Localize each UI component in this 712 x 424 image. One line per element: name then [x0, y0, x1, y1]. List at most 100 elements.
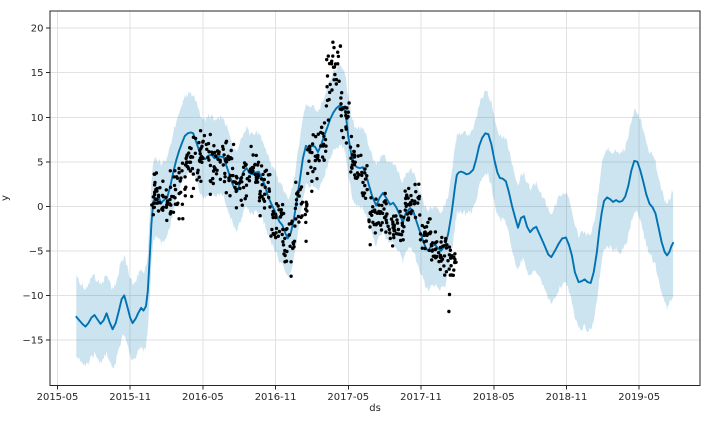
data-point — [362, 191, 367, 195]
data-point — [260, 194, 264, 199]
x-tick-label: 2017-05 — [327, 392, 369, 403]
data-point — [258, 192, 262, 196]
data-point — [430, 258, 434, 262]
data-point — [368, 243, 372, 247]
data-point — [349, 156, 353, 160]
data-point — [422, 232, 427, 236]
data-point — [308, 147, 312, 152]
data-point — [223, 175, 227, 179]
data-point — [208, 163, 213, 168]
data-point — [161, 205, 166, 209]
data-point — [392, 235, 396, 240]
data-point — [188, 169, 193, 173]
data-point — [333, 72, 337, 77]
data-point — [168, 211, 173, 215]
data-point — [251, 153, 255, 157]
data-point — [199, 146, 203, 150]
data-point — [405, 212, 410, 216]
data-point — [277, 229, 282, 234]
data-point — [416, 201, 420, 205]
data-point — [241, 185, 246, 190]
data-point — [350, 153, 355, 157]
data-point — [322, 121, 327, 125]
data-point — [353, 173, 357, 177]
data-point — [234, 174, 238, 179]
data-point — [337, 79, 341, 83]
data-point — [430, 241, 435, 245]
data-point — [180, 169, 184, 173]
data-point — [315, 153, 320, 158]
data-point — [347, 101, 351, 105]
data-point — [327, 61, 332, 66]
data-point — [322, 158, 326, 162]
data-point — [324, 144, 328, 148]
data-point — [165, 218, 169, 223]
data-point — [228, 194, 232, 198]
data-point — [447, 253, 452, 257]
data-point — [355, 171, 360, 175]
data-point — [175, 176, 180, 180]
data-point — [294, 198, 299, 202]
data-point — [253, 162, 257, 167]
data-point — [420, 246, 424, 250]
data-point — [173, 196, 177, 200]
data-point — [238, 186, 242, 191]
data-point — [256, 172, 260, 177]
data-point — [211, 176, 215, 181]
data-point — [449, 273, 454, 277]
data-point — [263, 192, 267, 196]
data-point — [332, 65, 337, 69]
data-point — [292, 245, 296, 249]
data-point — [323, 137, 328, 142]
data-point — [399, 214, 403, 218]
data-point — [191, 172, 195, 176]
data-point — [420, 223, 424, 228]
data-point — [407, 186, 411, 191]
data-point — [433, 247, 437, 252]
data-point — [336, 54, 341, 59]
data-point — [156, 200, 161, 205]
data-point — [422, 240, 426, 244]
data-point — [173, 187, 178, 192]
data-point — [244, 183, 249, 187]
data-point — [310, 179, 314, 183]
data-point — [201, 156, 205, 161]
data-point — [250, 165, 255, 170]
data-point — [433, 230, 438, 234]
data-point — [384, 230, 388, 234]
data-point — [369, 196, 373, 200]
data-point — [249, 170, 254, 175]
data-point — [256, 160, 261, 164]
data-point — [367, 218, 371, 222]
data-point — [423, 225, 427, 229]
data-point — [389, 217, 394, 221]
data-point — [401, 229, 405, 234]
data-point — [371, 205, 375, 209]
data-point — [427, 217, 432, 221]
data-point — [400, 221, 404, 225]
data-point — [380, 221, 384, 225]
data-point — [156, 209, 161, 213]
data-point — [401, 238, 405, 242]
data-point — [259, 164, 264, 168]
data-point — [435, 254, 439, 259]
data-point — [294, 202, 299, 206]
data-point — [414, 190, 418, 194]
uncertainty-band — [76, 64, 674, 369]
data-point — [153, 197, 158, 201]
data-point — [423, 246, 427, 251]
data-point — [413, 215, 418, 220]
x-tick-label: 2018-11 — [546, 392, 588, 403]
data-point — [395, 218, 399, 222]
data-point — [338, 44, 343, 48]
data-point — [297, 194, 301, 198]
data-point — [396, 227, 401, 232]
data-point — [180, 202, 185, 206]
data-point — [210, 150, 214, 154]
data-point — [221, 147, 225, 151]
data-point — [183, 187, 187, 191]
data-point — [304, 220, 308, 225]
data-point — [212, 144, 216, 148]
data-point — [170, 194, 174, 199]
data-point — [264, 168, 269, 172]
